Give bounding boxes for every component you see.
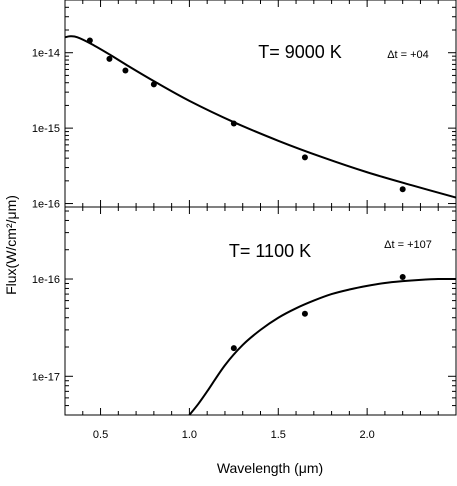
panel-top-y-tick-label: 1e-14	[32, 48, 60, 60]
panel-top-data-point	[86, 37, 93, 44]
x-tick-labels: 0.5 1.0 1.5 2.0	[93, 429, 375, 441]
panel-top-data-point	[150, 81, 157, 88]
panel-top-data-point	[301, 154, 308, 161]
panel-top-ticks	[64, 0, 457, 208]
panel-top-y-tick-label: 1e-16	[32, 199, 60, 211]
panel-top-delta-t: Δt = +04	[387, 49, 429, 61]
panel-top-data-points	[86, 37, 406, 193]
panel-bottom-data-point	[399, 273, 406, 280]
panel-bottom-y-tick-labels: 1e-16 1e-17	[32, 274, 60, 383]
panel-bottom-title: T= 1100 K	[229, 241, 311, 261]
panel-top-data-point	[106, 55, 113, 62]
panel-bottom-y-tick-label: 1e-16	[32, 274, 60, 286]
panel-top-model-curve	[64, 35, 457, 199]
panel-top-title: T= 9000 K	[258, 42, 342, 62]
panel-top-9000k: 1e-14 1e-15 1e-16 T= 9000 K Δt = +04	[32, 0, 457, 211]
y-axis-title: Flux(W/cm²/μm)	[3, 195, 19, 295]
panel-bottom-model-curve	[188, 277, 457, 416]
panel-top-y-tick-labels: 1e-14 1e-15 1e-16	[32, 48, 60, 211]
panel-top-frame	[64, 0, 457, 208]
x-tick-label: 0.5	[93, 429, 108, 441]
panel-bottom-1100k: 1e-16 1e-17 T= 1100 K Δt = +107	[32, 206, 457, 416]
x-tick-label: 1.5	[271, 429, 286, 441]
panel-top-data-point	[230, 120, 237, 127]
panel-top-data-point	[122, 67, 129, 74]
panel-bottom-ticks	[64, 207, 457, 416]
panel-top-data-point	[399, 186, 406, 193]
panel-top-y-tick-label: 1e-15	[32, 123, 60, 135]
panel-bottom-data-point	[230, 345, 237, 352]
panel-bottom-delta-t: Δt = +107	[384, 239, 432, 251]
x-tick-label: 1.0	[182, 429, 197, 441]
panel-bottom-data-point	[301, 310, 308, 317]
x-tick-label: 2.0	[359, 429, 374, 441]
panel-bottom-y-tick-label: 1e-17	[32, 371, 60, 383]
panel-bottom-data-points	[230, 273, 406, 352]
x-axis-title: Wavelength (μm)	[217, 460, 323, 476]
